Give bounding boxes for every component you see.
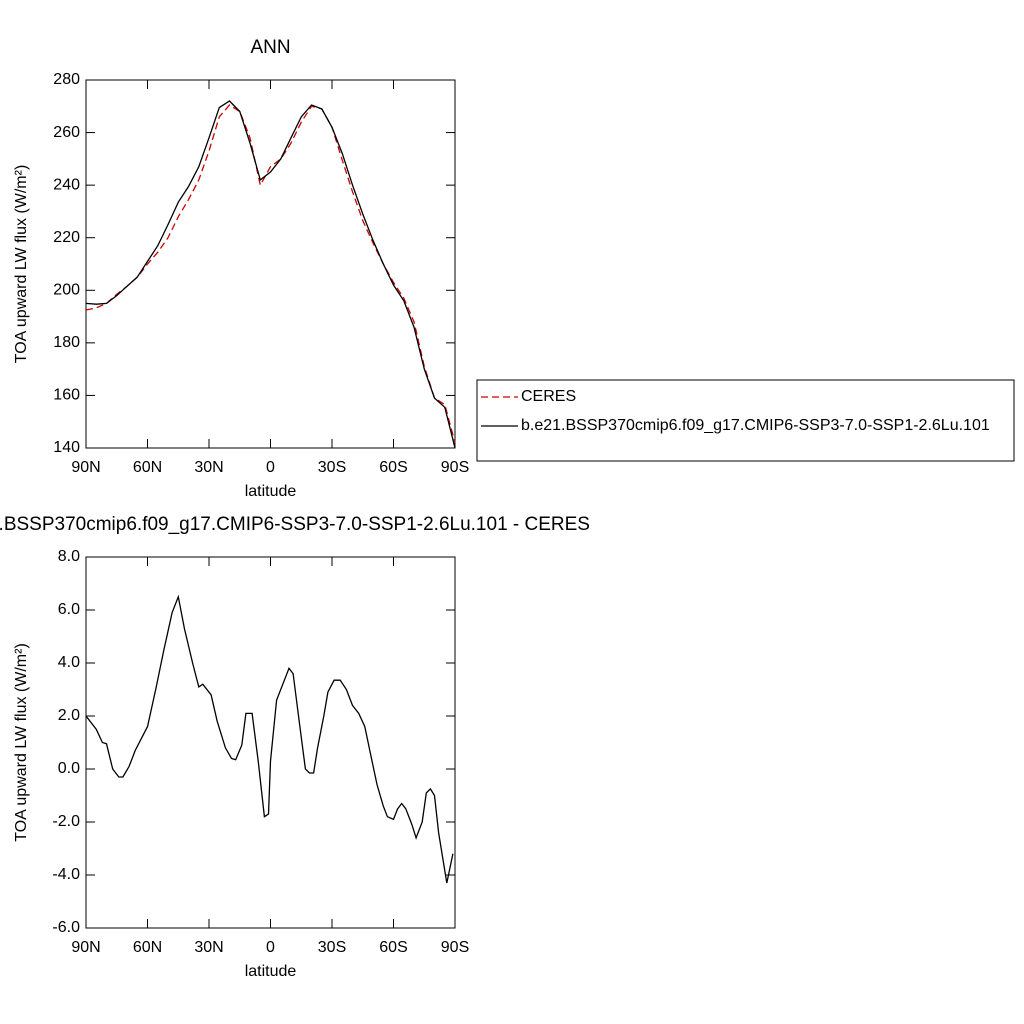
- x-tick-label: 0: [266, 939, 275, 956]
- x-axis-label: latitude: [245, 483, 297, 500]
- x-tick-label: 90S: [441, 939, 469, 956]
- y-tick-label: 240: [53, 176, 80, 193]
- y-tick-label: 260: [53, 124, 80, 141]
- y-tick-label: 2.0: [58, 707, 80, 724]
- plot-frame: [85, 556, 456, 929]
- y-tick-label: 0.0: [58, 760, 80, 777]
- y-tick-label: 180: [53, 334, 80, 351]
- y-tick-label: 160: [53, 387, 80, 404]
- y-tick-label: 200: [53, 282, 80, 299]
- x-tick-label: 60N: [133, 459, 162, 476]
- legend-label: b.e21.BSSP370cmip6.f09_g17.CMIP6-SSP3-7.…: [521, 417, 990, 434]
- legend-box: [476, 379, 1015, 462]
- x-tick-label: 60S: [379, 459, 407, 476]
- x-tick-label: 90S: [441, 459, 469, 476]
- y-tick-label: 220: [53, 229, 80, 246]
- x-tick-label: 0: [266, 459, 275, 476]
- y-tick-label: 280: [53, 71, 80, 88]
- x-tick-label: 90N: [71, 459, 100, 476]
- legend-label: CERES: [521, 388, 576, 405]
- x-tick-label: 30N: [194, 459, 223, 476]
- y-tick-label: 4.0: [58, 654, 80, 671]
- x-axis-label: latitude: [245, 963, 297, 980]
- data-line: [85, 594, 454, 884]
- x-tick-label: 30N: [194, 939, 223, 956]
- y-axis-label: TOA upward LW flux (W/m²): [13, 165, 30, 364]
- x-tick-label: 60S: [379, 939, 407, 956]
- x-tick-label: 60N: [133, 939, 162, 956]
- x-tick-label: 90N: [71, 939, 100, 956]
- y-axis-label: TOA upward LW flux (W/m²): [13, 643, 30, 842]
- y-tick-label: 8.0: [58, 548, 80, 565]
- chart-title: ANN: [250, 37, 290, 58]
- y-tick-label: -6.0: [52, 919, 80, 936]
- x-tick-label: 30S: [318, 939, 346, 956]
- y-tick-label: -2.0: [52, 813, 80, 830]
- x-tick-label: 30S: [318, 459, 346, 476]
- y-tick-label: 140: [53, 439, 80, 456]
- data-line: [85, 104, 456, 443]
- plot-frame: [85, 79, 456, 449]
- chart-title: b.e21.BSSP370cmip6.f09_g17.CMIP6-SSP3-7.…: [0, 514, 590, 535]
- y-tick-label: 6.0: [58, 601, 80, 618]
- y-tick-label: -4.0: [52, 866, 80, 883]
- data-line: [85, 100, 456, 449]
